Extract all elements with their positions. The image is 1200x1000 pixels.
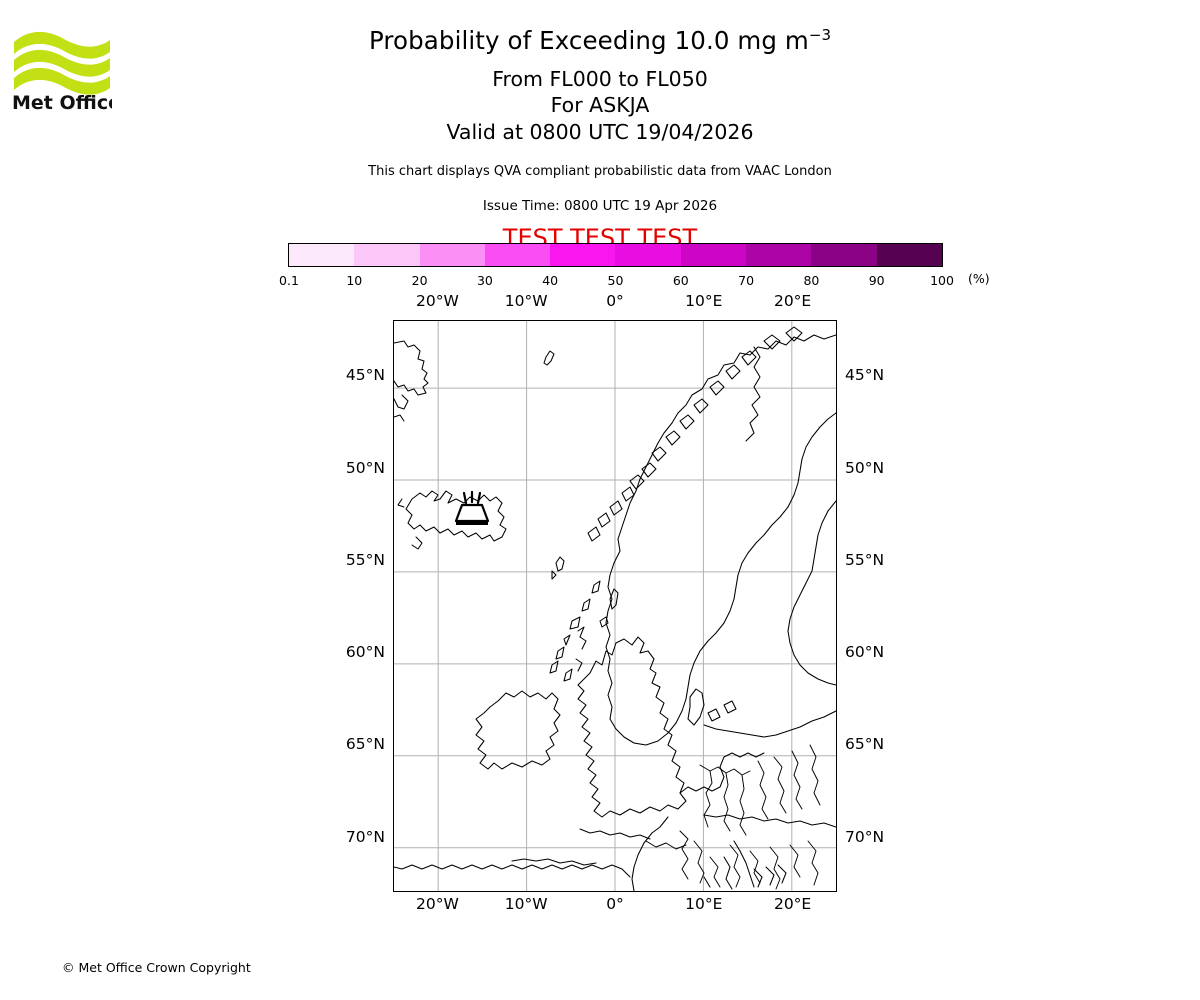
colorbar-segment-8: [811, 244, 877, 266]
page-title-text: Probability of Exceeding 10.0 mg m: [368, 26, 809, 56]
lat-label-left-65: 50°N: [345, 458, 385, 477]
map-graphic: [394, 321, 836, 891]
lon-label-bottom-2: 0°: [606, 895, 624, 913]
page-title-exponent: −3: [808, 26, 832, 44]
colorbar-tick-30: 30: [476, 273, 493, 288]
colorbar-tick-40: 40: [542, 273, 559, 288]
logo-waves: [14, 31, 110, 95]
lon-label-top-4: 20°E: [773, 292, 812, 310]
met-office-logo-graphic: Met Office: [12, 31, 112, 112]
colorbar-segment-4: [550, 244, 616, 266]
colorbar-segment-9: [876, 244, 942, 266]
logo-wordmark: Met Office: [12, 92, 112, 112]
chart-title-block: Probability of Exceeding 10.0 mg m−3 Fro…: [0, 0, 1200, 252]
qva-compliance-note: This chart displays QVA compliant probab…: [368, 163, 832, 179]
colorbar-unit-label: (%): [968, 271, 990, 286]
colorbar-tick-90: 90: [868, 273, 885, 288]
colorbar-tick-labels: 0.1 10 20 30 40 50 60 70 80 90 100: [279, 267, 954, 289]
colorbar-tick-70: 70: [738, 273, 755, 288]
colorbar-tick-0.1: 0.1: [279, 273, 299, 288]
colorbar-segment-5: [615, 244, 681, 266]
lon-label-top-3: 10°E: [685, 292, 723, 310]
lat-label-right-70: 45°N: [845, 366, 885, 385]
map-coastlines: [394, 326, 836, 891]
lon-label-bottom-3: 10°E: [685, 895, 723, 913]
valid-time-subtitle: Valid at 0800 UTC 19/04/2026: [446, 119, 754, 144]
colorbar-tick-20: 20: [411, 273, 428, 288]
lon-label-top-1: 10°W: [504, 292, 548, 310]
volcano-subtitle: For ASKJA: [550, 93, 650, 118]
met-office-logo: Met Office: [12, 24, 112, 112]
lat-label-right-50: 65°N: [845, 735, 885, 754]
lon-label-top-2: 0°: [606, 292, 624, 310]
colorbar-tick-80: 80: [803, 273, 820, 288]
colorbar-swatches: [288, 243, 943, 267]
issue-time-label: Issue Time: 0800 UTC 19 Apr 2026: [482, 197, 718, 214]
lat-label-right-55: 60°N: [845, 643, 885, 662]
flight-level-subtitle: From FL000 to FL050: [492, 66, 708, 91]
lat-label-left-45: 70°N: [345, 827, 385, 846]
probability-colorbar: 0.1 10 20 30 40 50 60 70 80 90 100: [279, 243, 954, 289]
colorbar-segment-0: [289, 244, 355, 266]
colorbar-segment-2: [419, 244, 485, 266]
lat-label-right-60: 55°N: [845, 550, 885, 569]
lat-label-left-60: 55°N: [345, 550, 385, 569]
lat-label-left-70: 45°N: [345, 366, 385, 385]
map-panel[interactable]: [393, 320, 837, 892]
colorbar-segment-1: [354, 244, 420, 266]
lon-label-bottom-1: 10°W: [504, 895, 548, 913]
colorbar-segment-6: [680, 244, 747, 266]
lat-label-left-50: 65°N: [345, 735, 385, 754]
lon-label-bottom-4: 20°E: [773, 895, 812, 913]
colorbar-segment-7: [746, 244, 812, 266]
colorbar-segment-3: [484, 244, 551, 266]
lon-label-top-0: 20°W: [415, 292, 459, 310]
lat-label-right-45: 70°N: [845, 827, 885, 846]
lat-label-left-55: 60°N: [345, 643, 385, 662]
colorbar-tick-60: 60: [672, 273, 689, 288]
copyright-notice: © Met Office Crown Copyright: [62, 960, 251, 975]
colorbar-tick-50: 50: [607, 273, 624, 288]
lon-label-bottom-0: 20°W: [415, 895, 459, 913]
page-title: Probability of Exceeding 10.0 mg m−3: [0, 28, 1200, 54]
lat-label-right-65: 50°N: [845, 458, 885, 477]
colorbar-tick-10: 10: [346, 273, 363, 288]
colorbar-tick-100: 100: [930, 273, 954, 288]
volcano-marker-askja: [454, 490, 490, 525]
